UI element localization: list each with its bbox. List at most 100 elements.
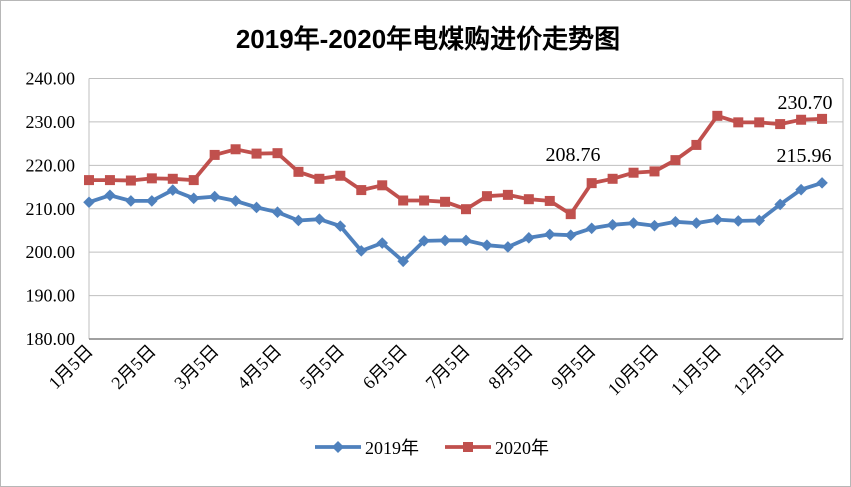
y-axis-label: 190.00 bbox=[26, 286, 76, 306]
marker-square-icon bbox=[104, 175, 115, 186]
marker-diamond-icon bbox=[774, 198, 786, 211]
marker-square-icon bbox=[188, 175, 199, 186]
x-axis-label: 10月5日 bbox=[604, 341, 663, 400]
data-label: 208.76 bbox=[546, 144, 601, 166]
gridlines bbox=[88, 78, 844, 340]
marker-square-icon bbox=[125, 175, 136, 186]
marker-square-icon bbox=[754, 117, 765, 128]
marker-diamond-icon bbox=[816, 177, 828, 189]
marker-diamond-icon bbox=[271, 206, 284, 219]
x-axis-label: 9月5日 bbox=[547, 341, 599, 393]
marker-diamond-icon bbox=[334, 220, 347, 232]
x-axis-label: 12月5日 bbox=[729, 341, 788, 400]
marker-diamond-icon bbox=[439, 234, 451, 247]
marker-square-icon bbox=[628, 167, 639, 178]
y-axis-label: 240.00 bbox=[26, 69, 76, 89]
legend-2019-label: 2019年 bbox=[365, 438, 419, 458]
x-axis-label: 3月5日 bbox=[170, 341, 222, 393]
x-axis-label: 4月5日 bbox=[233, 341, 285, 393]
marker-diamond-icon bbox=[690, 217, 703, 229]
marker-diamond-icon bbox=[543, 228, 556, 241]
marker-square-icon bbox=[649, 166, 660, 177]
y-axis-label: 210.00 bbox=[26, 199, 76, 219]
marker-diamond-icon bbox=[229, 195, 242, 207]
marker-square-icon bbox=[377, 180, 388, 191]
marker-square-icon bbox=[775, 119, 786, 130]
marker-square-icon bbox=[272, 148, 283, 159]
marker-square-icon bbox=[84, 175, 94, 186]
series-2019年 bbox=[83, 177, 828, 268]
marker-square-icon bbox=[230, 144, 241, 155]
marker-diamond-icon bbox=[146, 195, 158, 207]
x-axis-label: 2月5日 bbox=[107, 341, 159, 393]
marker-square-icon bbox=[419, 195, 430, 206]
marker-square-icon bbox=[502, 189, 513, 200]
marker-square-icon bbox=[251, 148, 262, 159]
marker-square-icon bbox=[209, 149, 220, 160]
data-label: 230.70 bbox=[778, 92, 833, 114]
x-axis-labels: 1月5日 2月5日 3月5日 4月5日 5月5日 6月5日 7月5日 8月5日 9月5日 10月5… bbox=[45, 341, 788, 400]
marker-square-icon bbox=[607, 173, 618, 184]
marker-square-icon bbox=[691, 139, 702, 150]
x-axis-label: 7月5日 bbox=[422, 341, 474, 393]
marker-square-icon bbox=[544, 195, 555, 206]
legend-item-2019: 2019年 bbox=[315, 438, 419, 458]
series-layer bbox=[83, 110, 828, 268]
marker-square-icon bbox=[733, 117, 744, 128]
marker-diamond-icon bbox=[125, 195, 137, 207]
marker-diamond-icon bbox=[753, 214, 766, 227]
marker-square-icon bbox=[167, 173, 178, 184]
marker-square-icon bbox=[565, 209, 576, 220]
marker-square-icon bbox=[440, 196, 451, 207]
marker-diamond-icon bbox=[627, 217, 640, 229]
legend-item-2020: 2020年 bbox=[445, 438, 549, 458]
marker-diamond-icon bbox=[606, 219, 619, 231]
marker-diamond-icon bbox=[732, 215, 745, 227]
marker-diamond-icon bbox=[397, 255, 409, 268]
x-axis-label: 5月5日 bbox=[296, 341, 348, 393]
y-axis-label: 200.00 bbox=[26, 242, 76, 262]
marker-diamond-icon bbox=[523, 232, 535, 244]
series-line-2019年 bbox=[87, 180, 824, 264]
marker-diamond-icon bbox=[502, 241, 514, 253]
x-axis-label: 8月5日 bbox=[484, 341, 536, 393]
marker-square-icon bbox=[796, 114, 807, 125]
marker-diamond-icon bbox=[648, 219, 661, 232]
legend-2020-square-icon bbox=[463, 442, 473, 452]
marker-diamond-icon bbox=[481, 239, 493, 252]
marker-square-icon bbox=[356, 185, 367, 196]
marker-diamond-icon bbox=[250, 201, 263, 214]
data-label: 215.96 bbox=[777, 145, 832, 167]
marker-diamond-icon bbox=[104, 189, 116, 202]
marker-square-icon bbox=[586, 178, 597, 189]
marker-square-icon bbox=[293, 166, 304, 177]
marker-square-icon bbox=[398, 195, 409, 206]
legend: 2019年 2020年 bbox=[315, 438, 549, 458]
marker-diamond-icon bbox=[187, 192, 200, 205]
marker-diamond-icon bbox=[669, 215, 682, 228]
marker-diamond-icon bbox=[166, 184, 179, 196]
marker-square-icon bbox=[481, 191, 492, 202]
marker-diamond-icon bbox=[83, 196, 95, 209]
marker-diamond-icon bbox=[564, 229, 577, 242]
marker-square-icon bbox=[146, 173, 157, 184]
marker-diamond-icon bbox=[355, 245, 368, 257]
marker-diamond-icon bbox=[292, 214, 305, 227]
marker-square-icon bbox=[335, 170, 346, 181]
marker-square-icon bbox=[670, 155, 681, 166]
legend-2019-diamond-icon bbox=[332, 441, 344, 453]
y-axis-label: 220.00 bbox=[26, 155, 76, 175]
series-2020年 bbox=[84, 110, 828, 220]
marker-diamond-icon bbox=[711, 213, 724, 226]
marker-diamond-icon bbox=[376, 237, 389, 249]
chart-title: 2019年-2020年电煤购进价走势图 bbox=[236, 24, 620, 54]
legend-2020-label: 2020年 bbox=[495, 438, 549, 458]
marker-diamond-icon bbox=[795, 183, 807, 196]
marker-square-icon bbox=[314, 173, 325, 184]
marker-square-icon bbox=[461, 204, 471, 215]
marker-diamond-icon bbox=[460, 234, 472, 247]
marker-square-icon bbox=[712, 110, 723, 121]
marker-diamond-icon bbox=[418, 235, 430, 247]
y-axis-label: 230.00 bbox=[26, 112, 76, 132]
